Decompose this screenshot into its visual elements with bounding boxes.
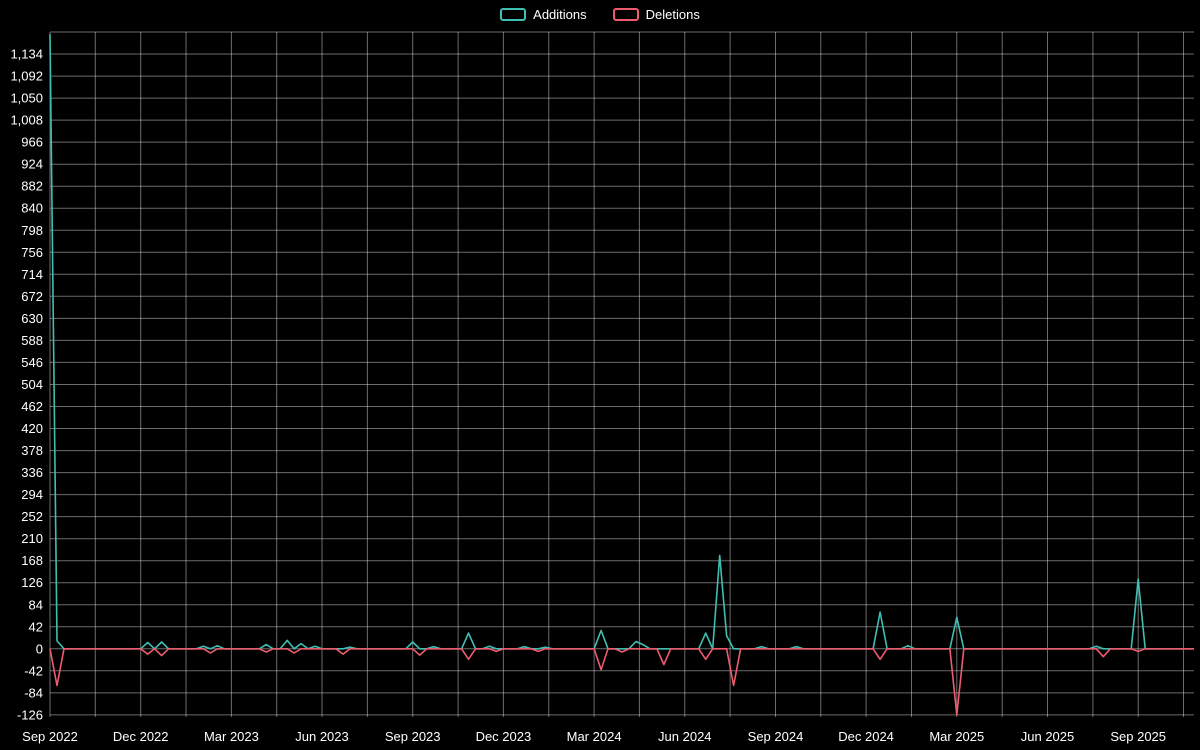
svg-text:630: 630 bbox=[21, 311, 43, 326]
svg-text:1,134: 1,134 bbox=[10, 47, 43, 62]
svg-text:0: 0 bbox=[36, 641, 43, 656]
svg-text:210: 210 bbox=[21, 531, 43, 546]
svg-text:966: 966 bbox=[21, 135, 43, 150]
svg-text:Mar 2025: Mar 2025 bbox=[929, 729, 984, 744]
y-axis-labels: -126 -84 -42 0 42 84 126 168 210 252 294 336 378 420 4… bbox=[10, 47, 43, 723]
svg-text:Sep 2022: Sep 2022 bbox=[22, 729, 78, 744]
svg-text:84: 84 bbox=[29, 597, 43, 612]
svg-text:1,092: 1,092 bbox=[10, 69, 43, 84]
legend-label-additions: Additions bbox=[533, 7, 587, 22]
legend-item-additions[interactable]: Additions bbox=[500, 7, 587, 22]
svg-text:Dec 2024: Dec 2024 bbox=[838, 729, 894, 744]
svg-text:Jun 2024: Jun 2024 bbox=[658, 729, 712, 744]
svg-text:420: 420 bbox=[21, 421, 43, 436]
svg-text:Sep 2025: Sep 2025 bbox=[1110, 729, 1166, 744]
svg-text:168: 168 bbox=[21, 553, 43, 568]
svg-text:882: 882 bbox=[21, 179, 43, 194]
svg-text:462: 462 bbox=[21, 399, 43, 414]
svg-text:-126: -126 bbox=[17, 707, 43, 722]
svg-text:294: 294 bbox=[21, 487, 43, 502]
svg-text:Dec 2022: Dec 2022 bbox=[113, 729, 169, 744]
svg-text:756: 756 bbox=[21, 245, 43, 260]
svg-text:Jun 2023: Jun 2023 bbox=[295, 729, 349, 744]
svg-text:588: 588 bbox=[21, 333, 43, 348]
series-line-deletions bbox=[49, 647, 1194, 716]
svg-text:Sep 2024: Sep 2024 bbox=[748, 729, 804, 744]
svg-text:378: 378 bbox=[21, 443, 43, 458]
svg-text:Dec 2023: Dec 2023 bbox=[476, 729, 532, 744]
svg-text:798: 798 bbox=[21, 223, 43, 238]
svg-text:924: 924 bbox=[21, 157, 43, 172]
svg-text:Jun 2025: Jun 2025 bbox=[1021, 729, 1075, 744]
svg-text:672: 672 bbox=[21, 289, 43, 304]
svg-text:Mar 2024: Mar 2024 bbox=[567, 729, 622, 744]
svg-text:Sep 2023: Sep 2023 bbox=[385, 729, 441, 744]
deletions-swatch-icon bbox=[612, 8, 639, 21]
gridlines bbox=[49, 31, 1194, 717]
svg-text:252: 252 bbox=[21, 509, 43, 524]
svg-text:714: 714 bbox=[21, 267, 43, 282]
svg-text:126: 126 bbox=[21, 575, 43, 590]
additions-swatch-icon bbox=[500, 8, 527, 21]
legend-label-deletions: Deletions bbox=[645, 7, 700, 22]
svg-text:336: 336 bbox=[21, 465, 43, 480]
svg-text:840: 840 bbox=[21, 201, 43, 216]
chart-legend: Additions Deletions bbox=[0, 8, 1200, 21]
svg-text:Mar 2023: Mar 2023 bbox=[204, 729, 259, 744]
x-axis-labels: Sep 2022 Dec 2022 Mar 2023 Jun 2023 Sep 2023… bbox=[22, 729, 1166, 744]
svg-text:1,050: 1,050 bbox=[10, 91, 43, 106]
svg-text:504: 504 bbox=[21, 377, 43, 392]
svg-text:42: 42 bbox=[29, 619, 43, 634]
svg-text:-84: -84 bbox=[24, 685, 43, 700]
series-line-additions bbox=[49, 34, 1194, 650]
legend-item-deletions[interactable]: Deletions bbox=[612, 7, 700, 22]
svg-text:-42: -42 bbox=[24, 663, 43, 678]
svg-text:546: 546 bbox=[21, 355, 43, 370]
svg-text:1,008: 1,008 bbox=[10, 113, 43, 128]
